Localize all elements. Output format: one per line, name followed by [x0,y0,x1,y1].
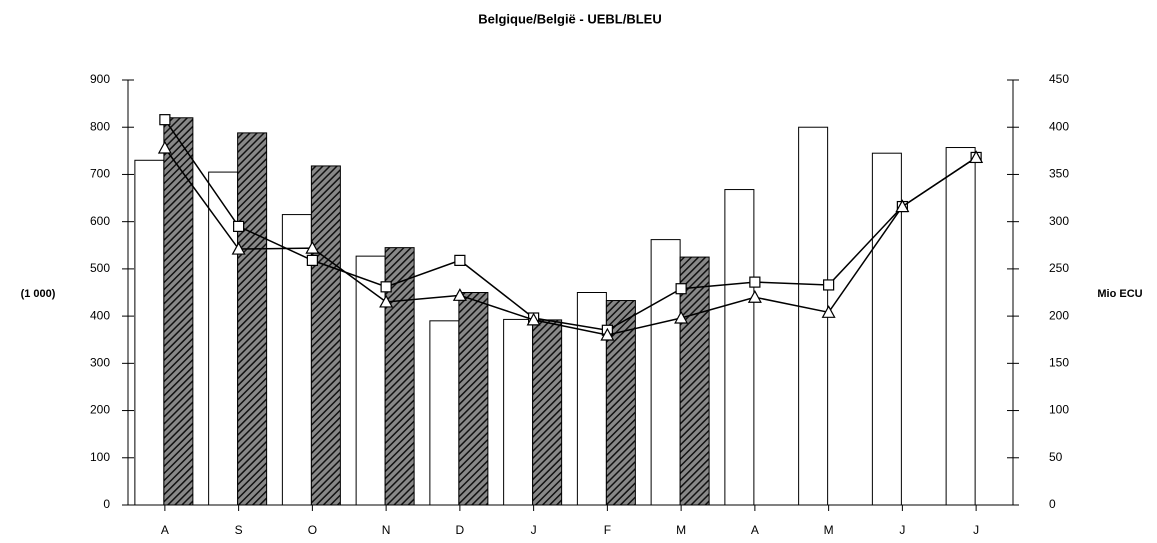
y-tick-label: 700 [90,167,110,181]
marker [452,288,467,301]
bar [429,320,460,506]
x-tick-label: J [531,523,537,537]
bar [679,256,710,506]
marker [526,312,541,326]
x-tick-label: F [604,523,611,537]
line-series [164,119,977,332]
marker [380,281,392,293]
x-tick-label: O [308,523,317,537]
y-tick-label: 200 [90,403,110,417]
x-tick-label: D [456,523,465,537]
y2-axis-label: Mio ECU [1097,288,1142,300]
marker [231,241,246,255]
marker [823,279,835,291]
y2-tick-label: 0 [1049,497,1056,511]
y-tick-label: 800 [90,119,110,133]
marker [159,114,171,126]
bar [650,239,681,506]
marker [674,310,689,324]
marker [747,289,762,303]
x-tick-label: A [751,523,759,537]
marker [306,254,318,266]
y-tick-label: 400 [90,308,110,322]
y2-tick-label: 100 [1049,403,1069,417]
marker [675,283,687,295]
bar [724,189,755,506]
marker [600,327,615,341]
bar [355,255,386,506]
line-series [164,147,977,336]
chart-title: Belgique/België - UEBL/BLEU [478,11,661,26]
marker [233,220,245,232]
bar [458,292,489,506]
marker [379,294,394,308]
y-tick-label: 600 [90,214,110,228]
bar [281,214,312,506]
y2-tick-label: 150 [1049,356,1069,370]
y-axis-label: (1 000) [21,288,56,300]
bar [532,319,563,506]
x-tick-label: J [899,523,905,537]
y2-tick-label: 50 [1049,450,1063,464]
x-tick-label: A [161,523,169,537]
marker [454,254,466,266]
y-tick-label: 900 [90,72,110,86]
y2-tick-label: 200 [1049,308,1069,322]
x-tick-label: M [824,523,834,537]
y2-tick-label: 450 [1049,72,1069,86]
y-tick-label: 100 [90,450,110,464]
bar [310,165,341,506]
y2-tick-label: 300 [1049,214,1069,228]
y2-tick-label: 250 [1049,261,1069,275]
y2-tick-label: 400 [1049,119,1069,133]
marker [749,276,761,288]
x-tick-label: S [235,523,243,537]
bar [134,159,165,506]
bar [237,132,268,506]
y-tick-label: 500 [90,261,110,275]
marker [821,305,836,318]
y-tick-label: 0 [103,497,110,511]
bar [945,147,976,506]
x-tick-label: J [973,523,979,537]
x-tick-label: N [382,523,391,537]
marker [157,140,172,154]
y2-tick-label: 350 [1049,167,1069,181]
marker [895,199,910,213]
y-tick-label: 300 [90,356,110,370]
marker [969,150,984,164]
x-tick-label: M [676,523,686,537]
bar [163,117,194,506]
bar [503,318,534,506]
marker [305,240,320,254]
bar [576,292,607,506]
